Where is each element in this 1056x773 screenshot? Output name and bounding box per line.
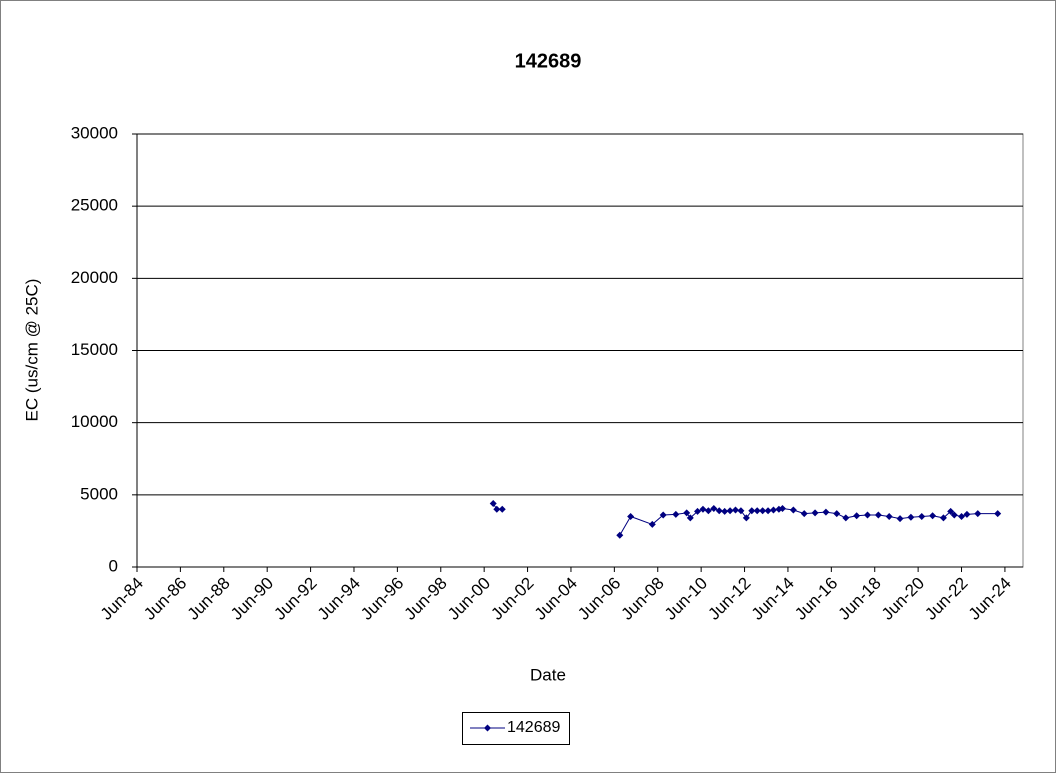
data-point bbox=[974, 510, 982, 518]
data-point bbox=[822, 508, 830, 516]
data-point bbox=[627, 512, 635, 520]
data-point bbox=[737, 507, 745, 515]
data-point bbox=[800, 510, 808, 518]
y-tick-label: 25000 bbox=[71, 196, 118, 215]
data-point bbox=[833, 510, 841, 518]
y-tick-label: 0 bbox=[109, 556, 118, 575]
y-tick-label: 10000 bbox=[71, 412, 118, 431]
data-point bbox=[704, 507, 712, 515]
data-point bbox=[779, 505, 787, 513]
data-point bbox=[732, 506, 740, 514]
data-point bbox=[648, 520, 656, 528]
y-tick-label: 20000 bbox=[71, 268, 118, 287]
chart-title: 142689 bbox=[515, 50, 582, 72]
data-point bbox=[874, 511, 882, 519]
data-point bbox=[764, 507, 772, 515]
data-point bbox=[842, 514, 850, 522]
data-point bbox=[789, 506, 797, 514]
data-point bbox=[694, 507, 702, 515]
y-tick-label: 30000 bbox=[71, 123, 118, 142]
data-point bbox=[947, 507, 955, 515]
data-point bbox=[721, 507, 729, 515]
data-point bbox=[896, 515, 904, 523]
data-point bbox=[659, 511, 667, 519]
y-axis-label: EC (us/cm @ 25C) bbox=[22, 279, 41, 422]
x-axis-label: Date bbox=[530, 665, 566, 684]
data-point bbox=[672, 510, 680, 518]
legend-label: 142689 bbox=[507, 719, 560, 736]
data-point bbox=[929, 512, 937, 520]
data-point bbox=[918, 512, 926, 520]
data-point bbox=[715, 507, 723, 515]
data-point bbox=[811, 509, 819, 517]
data-point bbox=[769, 506, 777, 514]
data-point bbox=[963, 510, 971, 518]
data-point bbox=[710, 505, 718, 513]
data-point bbox=[950, 511, 958, 519]
data-point bbox=[753, 507, 761, 515]
y-tick-label: 5000 bbox=[80, 484, 118, 503]
data-point bbox=[489, 499, 497, 507]
legend-marker bbox=[484, 724, 491, 732]
data-point bbox=[958, 512, 966, 520]
data-point bbox=[863, 511, 871, 519]
data-point bbox=[994, 510, 1002, 518]
data-point bbox=[616, 531, 624, 539]
data-point bbox=[726, 507, 734, 515]
data-point bbox=[683, 509, 691, 517]
data-point bbox=[939, 514, 947, 522]
data-point bbox=[853, 512, 861, 520]
data-point bbox=[686, 514, 694, 522]
data-point bbox=[885, 512, 893, 520]
data-point bbox=[748, 507, 756, 515]
data-point bbox=[493, 505, 501, 513]
data-point bbox=[498, 505, 506, 513]
data-point bbox=[759, 507, 767, 515]
data-point bbox=[699, 505, 707, 513]
data-point bbox=[742, 514, 750, 522]
y-tick-label: 15000 bbox=[71, 340, 118, 359]
data-point bbox=[907, 513, 915, 521]
